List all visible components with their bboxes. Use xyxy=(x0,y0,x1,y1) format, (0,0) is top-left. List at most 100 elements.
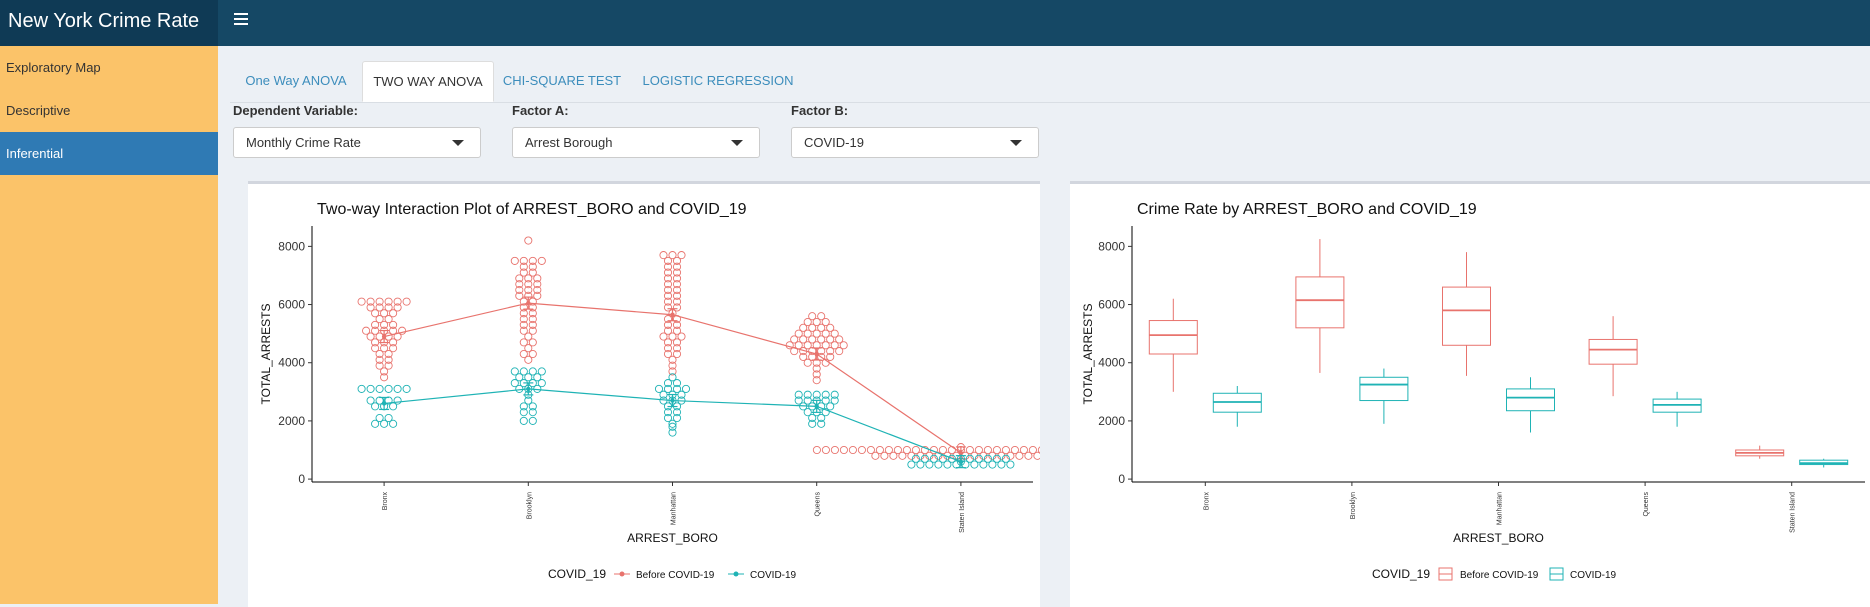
factor-a-select[interactable]: Arrest Borough xyxy=(512,127,760,158)
data-point xyxy=(519,320,528,329)
data-point xyxy=(983,445,992,455)
data-point xyxy=(654,384,664,393)
data-point xyxy=(677,251,686,260)
data-point xyxy=(803,329,812,338)
dependent-variable-select[interactable]: Monthly Crime Rate xyxy=(233,127,481,158)
data-point xyxy=(528,367,537,376)
x-tick-label: Manhattan xyxy=(1497,492,1504,525)
data-point xyxy=(821,396,830,405)
hamburger-icon[interactable] xyxy=(234,13,248,27)
data-point xyxy=(672,297,682,306)
factor-b-select[interactable]: COVID-19 xyxy=(791,127,1039,158)
data-point xyxy=(875,445,884,455)
data-point xyxy=(938,445,947,455)
box xyxy=(1506,388,1555,412)
data-point xyxy=(817,335,826,344)
data-point xyxy=(672,349,682,359)
mean-marker xyxy=(381,401,387,406)
data-point xyxy=(384,297,393,306)
tab-two-way-anova[interactable]: TWO WAY ANOVA xyxy=(362,61,494,102)
data-point xyxy=(515,274,524,283)
top-navbar xyxy=(218,0,1870,46)
data-point xyxy=(528,315,537,324)
data-point xyxy=(916,451,925,460)
mean-marker xyxy=(814,351,819,357)
data-point xyxy=(510,256,519,265)
data-point xyxy=(893,445,902,455)
mean-marker xyxy=(670,312,675,317)
data-point xyxy=(362,326,371,335)
data-point xyxy=(380,419,389,428)
data-point xyxy=(380,367,389,376)
sidebar-item-inferential[interactable]: Inferential xyxy=(0,132,218,175)
data-point xyxy=(970,451,979,460)
data-point xyxy=(965,445,974,455)
data-point xyxy=(528,320,537,329)
data-point xyxy=(672,262,682,271)
data-point xyxy=(808,335,817,344)
data-point xyxy=(663,413,673,423)
chevron-down-icon xyxy=(452,140,464,146)
data-point xyxy=(515,280,524,289)
data-point xyxy=(790,335,799,344)
data-point xyxy=(519,338,528,347)
data-point xyxy=(826,335,835,344)
data-point xyxy=(920,454,929,463)
data-point xyxy=(826,402,835,411)
data-point xyxy=(997,460,1006,469)
sidebar-item-exploratory-map[interactable]: Exploratory Map xyxy=(6,60,101,75)
data-point xyxy=(659,251,668,260)
data-point xyxy=(375,355,384,364)
data-point xyxy=(672,280,682,289)
data-point xyxy=(835,347,844,356)
sidebar-item-descriptive[interactable]: Descriptive xyxy=(6,103,71,118)
data-point xyxy=(402,384,411,393)
chart-title: Two-way Interaction Plot of ARREST_BORO … xyxy=(317,201,747,218)
tab-chi-square-test[interactable]: CHI-SQUARE TEST xyxy=(502,73,622,88)
data-point xyxy=(384,349,393,359)
data-point xyxy=(830,390,839,399)
data-point xyxy=(533,285,542,295)
mean-marker xyxy=(958,450,964,456)
data-point xyxy=(524,344,533,353)
data-point xyxy=(808,413,817,423)
box xyxy=(1359,376,1409,402)
data-point xyxy=(907,451,916,460)
data-point xyxy=(812,376,821,385)
data-point xyxy=(677,390,686,399)
data-point xyxy=(524,373,533,382)
data-point xyxy=(974,454,983,463)
x-tick-label: Brooklyn xyxy=(526,492,533,519)
data-point xyxy=(528,402,537,411)
data-point xyxy=(668,355,677,364)
data-point xyxy=(803,408,812,417)
data-point xyxy=(528,416,537,425)
data-point xyxy=(835,335,844,344)
data-point xyxy=(672,408,682,417)
mean-marker xyxy=(670,398,675,403)
tab-one-way-anova[interactable]: One Way ANOVA xyxy=(245,73,347,88)
data-point xyxy=(524,236,533,245)
data-point xyxy=(934,460,943,469)
data-point xyxy=(907,460,916,469)
legend-key-marker xyxy=(733,571,739,577)
data-point xyxy=(371,338,380,347)
data-point xyxy=(663,349,673,359)
data-point xyxy=(375,349,384,359)
data-point xyxy=(880,451,889,460)
data-point xyxy=(663,326,673,335)
dependent-variable-label: Dependent Variable: xyxy=(233,103,358,118)
interaction-plot-panel: Two-way Interaction Plot of ARREST_BORO … xyxy=(248,181,1040,607)
data-point xyxy=(672,379,682,388)
data-point xyxy=(663,291,673,300)
data-point xyxy=(537,256,546,265)
data-point xyxy=(821,445,830,455)
data-point xyxy=(375,384,384,393)
data-point xyxy=(663,315,673,324)
tab-logistic-regression[interactable]: LOGISTIC REGRESSION xyxy=(642,73,794,88)
data-point xyxy=(524,285,533,295)
data-point xyxy=(839,341,848,350)
data-point xyxy=(389,419,398,428)
data-point xyxy=(826,347,835,356)
data-point xyxy=(371,402,380,411)
